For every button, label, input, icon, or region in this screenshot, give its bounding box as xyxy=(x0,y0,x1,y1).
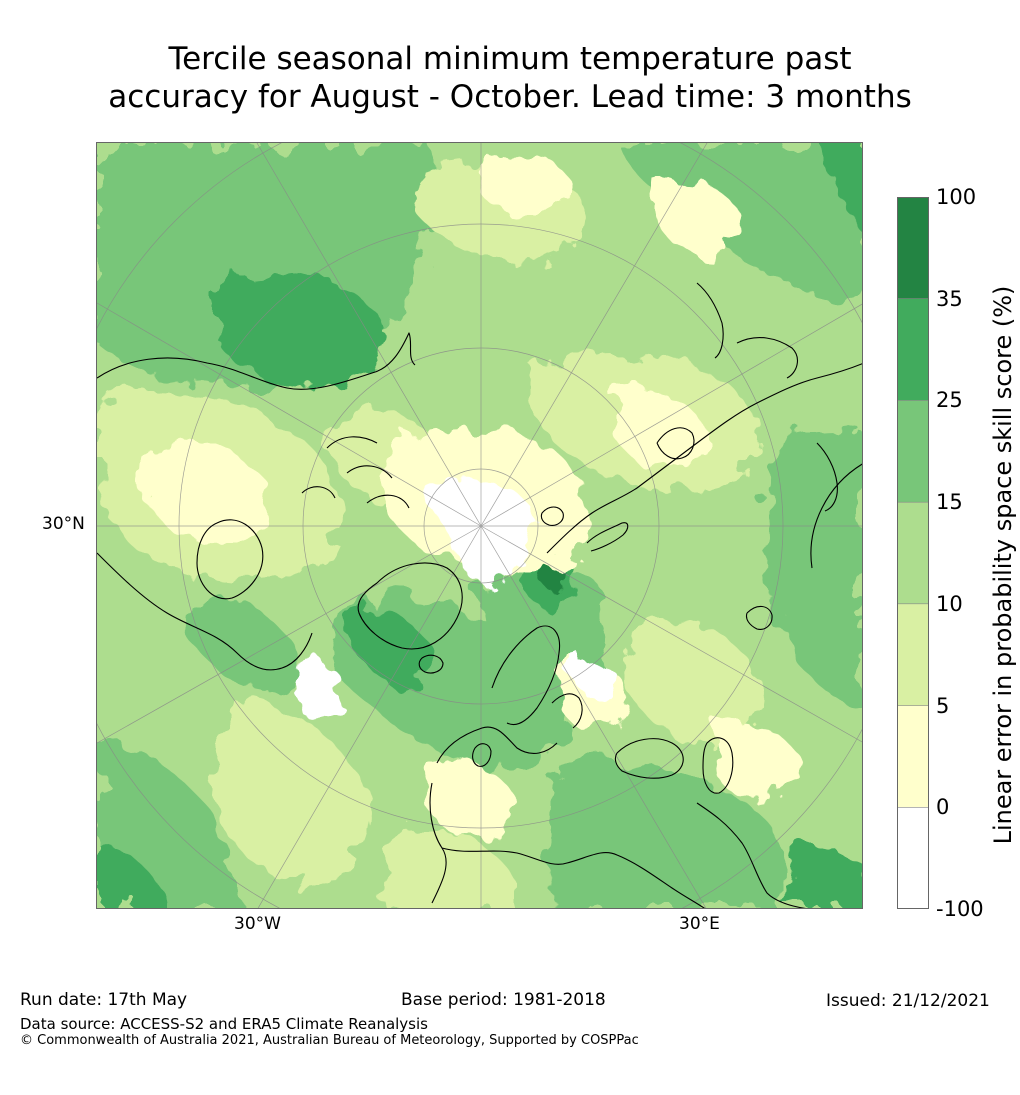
coast-canada-arctic-islands xyxy=(301,436,410,509)
colorbar xyxy=(897,197,929,909)
region-pacific-top xyxy=(476,154,568,216)
colorbar-tick-label: 25 xyxy=(936,388,963,413)
coast-scandinavia xyxy=(491,625,561,726)
colorbar-tick-label: 5 xyxy=(936,693,950,718)
colorbar-tick-label: 100 xyxy=(936,185,977,209)
coast-japan xyxy=(816,442,838,512)
region-mediterranean xyxy=(547,760,787,908)
coast-black-sea xyxy=(614,738,684,779)
meridian-60w xyxy=(97,302,482,527)
coast-okhotsk xyxy=(736,337,798,379)
region-central-asia xyxy=(713,722,802,800)
colorbar-tick-label: 15 xyxy=(936,490,963,515)
region-north-africa xyxy=(424,760,518,840)
region-bottom-left-core xyxy=(97,843,167,908)
region-north-atlantic-low-skill xyxy=(295,659,342,722)
region-atlantic-lower xyxy=(217,703,369,883)
data-source: Data source: ACCESS-S2 and ERA5 Climate … xyxy=(20,1015,428,1033)
region-east-europe-low-skill xyxy=(574,660,617,699)
coast-alaska-canada xyxy=(97,332,416,390)
coast-svalbard xyxy=(540,506,564,526)
colorbar-tick-label: 35 xyxy=(936,286,963,311)
base-period: Base period: 1981-2018 xyxy=(401,990,606,1010)
coastlines xyxy=(97,282,862,908)
skill-score-map xyxy=(96,142,863,909)
colorbar-bin-10-15 xyxy=(897,502,929,605)
colorbar-tick-label: -100 xyxy=(936,897,984,921)
colorbar-label-text: Linear error in probability space skill … xyxy=(989,285,1017,845)
coast-east-north-america xyxy=(97,552,313,671)
coast-hudson-bay xyxy=(196,519,264,600)
latitude-label-30n: 30°N xyxy=(42,514,85,534)
region-west-siberia xyxy=(614,390,708,469)
coast-east-asia xyxy=(810,463,862,569)
longitude-label-30e: 30°E xyxy=(679,914,720,934)
colorbar-bin-15-25 xyxy=(897,400,929,503)
colorbar-bin-25-35 xyxy=(897,298,929,401)
region-north-pole-low-skill xyxy=(427,479,533,587)
region-asia-right xyxy=(765,430,862,703)
chart-title-line-2: accuracy for August - October. Lead time… xyxy=(108,79,912,115)
coast-baikal xyxy=(745,605,773,630)
coast-greenland xyxy=(357,562,463,650)
meridian-60e xyxy=(480,525,862,743)
meridian-120e xyxy=(480,303,862,527)
longitude-label-30w: 30°W xyxy=(234,914,281,934)
meridian-120w xyxy=(97,525,482,744)
meridian-150w xyxy=(257,525,482,908)
coast-middle-east xyxy=(696,802,807,908)
coast-mediterranean xyxy=(441,847,706,908)
coast-europe-west xyxy=(429,726,558,904)
map-svg xyxy=(97,143,862,908)
coast-iceland xyxy=(418,654,444,674)
region-bottom-right-core xyxy=(787,843,862,908)
coast-baltic xyxy=(551,693,583,729)
colorbar-tick-label: 10 xyxy=(936,591,963,616)
colorbar-bin-5-10 xyxy=(897,603,929,707)
coast-kamchatka xyxy=(696,282,724,359)
chart-title-line-1: Tercile seasonal minimum temperature pas… xyxy=(168,41,852,77)
issued-date: Issued: 21/12/2021 xyxy=(826,991,990,1011)
colorbar-bin--100-0 xyxy=(897,807,929,909)
meridian-150e xyxy=(480,143,708,527)
region-russia-plain xyxy=(627,620,759,743)
meridian-30w xyxy=(256,143,482,527)
meridian-30e xyxy=(480,525,707,908)
region-sahara xyxy=(385,830,517,908)
colorbar-border xyxy=(897,197,929,909)
copyright: © Commonwealth of Australia 2021, Austra… xyxy=(20,1033,639,1048)
region-north-america-core xyxy=(145,440,270,544)
region-right-edge-core xyxy=(827,143,862,232)
colorbar-tick-label: 0 xyxy=(936,795,950,820)
region-aleutian-core xyxy=(217,273,385,389)
colorbar-bin-0-5 xyxy=(897,705,929,808)
coast-caspian xyxy=(702,737,734,794)
graticule xyxy=(97,143,862,908)
region-upper-right-pale xyxy=(656,180,742,255)
coast-siberia-arctic xyxy=(546,363,862,554)
coast-taimyr xyxy=(656,427,695,460)
coast-novaya-zemlya xyxy=(586,522,629,552)
coast-british-isles xyxy=(472,743,492,767)
chart-title: Tercile seasonal minimum temperature pas… xyxy=(0,40,1020,116)
colorbar-bin-35-100 xyxy=(897,197,929,300)
run-date: Run date: 17th May xyxy=(20,990,188,1010)
